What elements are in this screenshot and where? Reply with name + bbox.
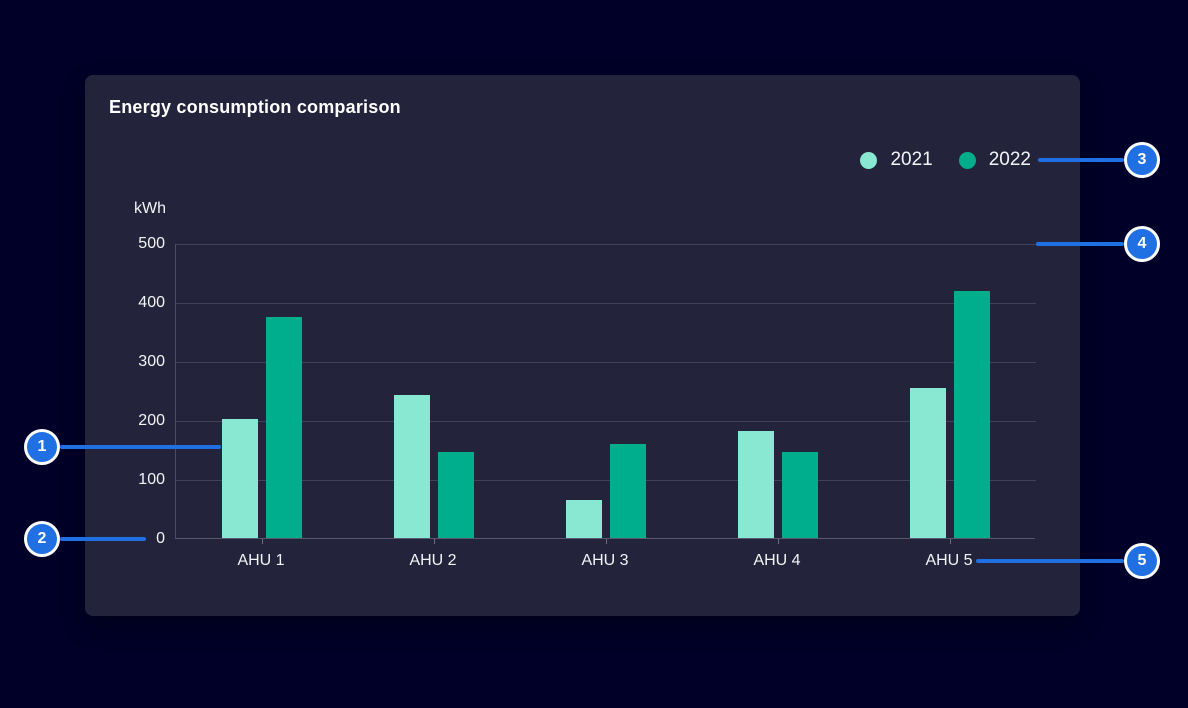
y-tick-label-400: 400 (138, 294, 165, 311)
legend-dot-2022-icon (958, 151, 976, 169)
bar-2022-ahu-3[interactable] (610, 444, 646, 538)
bar-2022-ahu-5[interactable] (954, 291, 990, 538)
x-axis-label-ahu-4: AHU 4 (753, 552, 801, 569)
legend-item-2021[interactable]: 2021 (860, 149, 933, 171)
y-axis-unit-label: kWh (134, 200, 166, 217)
callout-badge-4: 4 (1124, 226, 1160, 262)
bar-2022-ahu-2[interactable] (438, 452, 474, 538)
y-tick-label-0: 0 (156, 530, 165, 547)
chart-card: Energy consumption comparison 2021 2022 … (85, 75, 1080, 616)
bar-2022-ahu-1[interactable] (266, 317, 302, 538)
callout-line-5 (976, 559, 1124, 563)
gridline-100 (176, 480, 1036, 481)
callout-line-2 (60, 537, 146, 541)
legend-label-2022: 2022 (988, 149, 1031, 170)
legend-label-2021: 2021 (890, 149, 933, 170)
callout-line-3 (1038, 158, 1124, 162)
legend-dot-2021-icon (860, 151, 878, 169)
gridline-400 (176, 303, 1036, 304)
chart-title: Energy consumption comparison (109, 97, 401, 117)
gridline-500 (176, 244, 1036, 245)
x-axis-label-ahu-5: AHU 5 (925, 552, 973, 569)
bar-2021-ahu-4[interactable] (738, 431, 774, 538)
callout-line-4 (1036, 242, 1124, 246)
callout-line-1 (60, 445, 221, 449)
bar-2021-ahu-3[interactable] (566, 500, 602, 538)
plot-area (175, 244, 1036, 544)
gridline-200 (176, 421, 1036, 422)
x-axis-label-ahu-1: AHU 1 (237, 552, 285, 569)
callout-badge-5: 5 (1124, 543, 1160, 579)
bar-2022-ahu-4[interactable] (782, 452, 818, 538)
x-axis-tick-ahu-2 (434, 539, 435, 544)
x-axis-label-ahu-3: AHU 3 (581, 552, 629, 569)
y-tick-label-500: 500 (138, 235, 165, 252)
callout-badge-3: 3 (1124, 142, 1160, 178)
callout-badge-2: 2 (24, 521, 60, 557)
x-axis-tick-ahu-3 (606, 539, 607, 544)
x-axis-label-ahu-2: AHU 2 (409, 552, 457, 569)
bar-2021-ahu-5[interactable] (910, 388, 946, 538)
x-axis-tick-ahu-4 (778, 539, 779, 544)
callout-badge-1: 1 (24, 429, 60, 465)
legend-item-2022[interactable]: 2022 (958, 149, 1031, 171)
gridline-300 (176, 362, 1036, 363)
bar-2021-ahu-2[interactable] (394, 395, 430, 538)
x-axis-tick-ahu-5 (950, 539, 951, 544)
y-tick-label-200: 200 (138, 412, 165, 429)
chart-legend: 2021 2022 (860, 149, 1031, 171)
y-tick-label-300: 300 (138, 353, 165, 370)
bar-2021-ahu-1[interactable] (222, 419, 258, 538)
x-axis-tick-ahu-1 (262, 539, 263, 544)
y-tick-label-100: 100 (138, 471, 165, 488)
